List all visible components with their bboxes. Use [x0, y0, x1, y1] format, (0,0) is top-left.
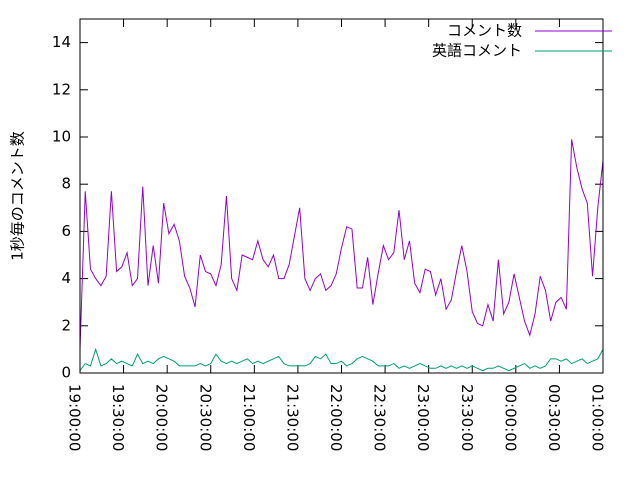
legend-label: 英語コメント	[432, 42, 522, 60]
y-tick-label: 12	[52, 80, 71, 98]
x-tick-label: 22:30:00	[371, 384, 389, 451]
y-tick-label: 8	[61, 175, 71, 193]
y-tick-label: 2	[61, 316, 71, 334]
x-tick-label: 20:30:00	[196, 384, 214, 451]
x-tick-label: 00:00:00	[501, 384, 519, 451]
x-tick-label: 21:30:00	[283, 384, 301, 451]
y-tick-label: 6	[61, 222, 71, 240]
x-tick-label: 23:30:00	[458, 384, 476, 451]
x-tick-label: 23:00:00	[414, 384, 432, 451]
y-tick-label: 10	[52, 128, 71, 146]
series-line	[79, 139, 604, 350]
y-tick-label: 4	[61, 269, 71, 287]
y-axis-label: 1秒毎のコメント数	[9, 131, 27, 261]
x-tick-label: 01:00:00	[589, 384, 607, 451]
x-tick-label: 22:00:00	[327, 384, 345, 451]
x-tick-label: 19:30:00	[109, 384, 127, 451]
x-tick-label: 00:30:00	[545, 384, 563, 451]
y-tick-label: 14	[52, 33, 71, 51]
plot-border	[79, 18, 604, 374]
x-tick-label: 20:00:00	[153, 384, 171, 451]
y-tick-label: 0	[61, 364, 71, 382]
x-tick-label: 21:00:00	[240, 384, 258, 451]
x-tick-label: 19:00:00	[66, 384, 84, 451]
legend-label: コメント数	[447, 22, 522, 40]
series-line	[79, 347, 604, 372]
